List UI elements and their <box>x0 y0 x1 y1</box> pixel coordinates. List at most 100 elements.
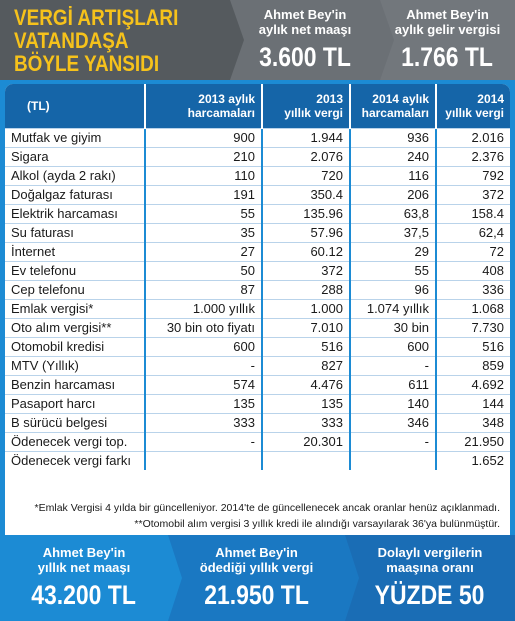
table-cell: 350.4 <box>261 184 350 204</box>
table-cell: 191 <box>144 184 262 204</box>
row-label: Elektrik harcaması <box>5 203 145 223</box>
chevron-arrow-icon <box>230 0 244 80</box>
chevron-arrow-icon <box>380 0 394 80</box>
row-label: Otomobil kredisi <box>5 336 145 356</box>
table-cell: 27 <box>144 241 262 261</box>
table-cell: 35 <box>144 222 262 242</box>
monthly-income-tax-label-1: Ahmet Bey'in <box>406 7 489 22</box>
table-cell: 55 <box>144 203 262 223</box>
table-cell: 1.652 <box>435 450 510 470</box>
monthly-income-tax-label-2: aylık gelir vergisi <box>394 22 501 37</box>
title-line-1: VERGİ ARTIŞLARI <box>14 4 179 30</box>
annual-net-salary-label-2: yıllık net maaşı <box>37 560 131 575</box>
table-cell: 72 <box>435 241 510 261</box>
table-cell: 4.476 <box>261 374 350 394</box>
table-cell: 62,4 <box>435 222 510 242</box>
table-cell: 859 <box>435 355 510 375</box>
annual-net-salary-label-1: Ahmet Bey'in <box>42 545 126 560</box>
table-cell: 1.074 yıllık <box>349 298 436 318</box>
table-cell: 611 <box>349 374 436 394</box>
indirect-tax-ratio-label-1: Dolaylı vergilerin <box>377 545 483 560</box>
table-cell: 600 <box>349 336 436 356</box>
monthly-income-tax-box: Ahmet Bey'in aylık gelir vergisi 1.766 T… <box>380 0 515 80</box>
indirect-tax-ratio-value: YÜZDE 50 <box>375 580 485 610</box>
table-cell: 60.12 <box>261 241 350 261</box>
table-cell: 63,8 <box>349 203 436 223</box>
table-cell: 158.4 <box>435 203 510 223</box>
table-cell: 240 <box>349 146 436 166</box>
table-row: Elektrik harcaması 55 135.96 63,8 158.4 <box>5 203 510 223</box>
table-cell: 574 <box>144 374 262 394</box>
table-cell: - <box>144 431 262 451</box>
row-label: MTV (Yıllık) <box>5 355 145 375</box>
table-cell: 288 <box>261 279 350 299</box>
table-cell: 1.000 <box>261 298 350 318</box>
table-cell: 116 <box>349 165 436 185</box>
indirect-tax-ratio-label-2: maaşına oranı <box>386 560 474 575</box>
table-row: Ödenecek vergi farkı 1.652 <box>5 450 510 470</box>
table-cell: 333 <box>144 412 262 432</box>
monthly-net-salary-label-1: Ahmet Bey'in <box>263 7 347 22</box>
row-label: Su faturası <box>5 222 145 242</box>
table-cell: 50 <box>144 260 262 280</box>
footnote-property-tax: *Emlak Vergisi 4 yılda bir güncelleniyor… <box>34 502 500 514</box>
table-cell: 1.068 <box>435 298 510 318</box>
table-cell: 135.96 <box>261 203 350 223</box>
annual-tax-paid-value: 21.950 TL <box>204 580 309 610</box>
annual-net-salary-value: 43.200 TL <box>31 580 137 610</box>
table-row: MTV (Yıllık) -827-859 <box>5 355 510 375</box>
table-cell: - <box>349 431 436 451</box>
table-row: Su faturası 35 57.96 37,5 62,4 <box>5 222 510 242</box>
table-cell: 372 <box>261 260 350 280</box>
table-cell: 1.000 yıllık <box>144 298 262 318</box>
annual-net-salary-box: Ahmet Bey'in yıllık net maaşı 43.200 TL <box>0 535 168 621</box>
table-cell: 29 <box>349 241 436 261</box>
table-row: Sigara 210 2.076 240 2.376 <box>5 146 510 166</box>
column-header-unit: (TL) <box>5 84 145 128</box>
chevron-arrow-icon <box>168 535 182 621</box>
table-cell: 720 <box>261 165 350 185</box>
table-cell: 37,5 <box>349 222 436 242</box>
table-cell: 936 <box>349 127 436 147</box>
title-line-3: BÖYLE YANSIDI <box>14 50 160 76</box>
table-row: Cep telefonu 87 288 96 336 <box>5 279 510 299</box>
table-cell: 21.950 <box>435 431 510 451</box>
table-cell: 30 bin oto fiyatı <box>144 317 262 337</box>
top-header: VERGİ ARTIŞLARI VATANDAŞA BÖYLE YANSIDI … <box>0 0 515 80</box>
table-cell: 346 <box>349 412 436 432</box>
annual-tax-paid-box: Ahmet Bey'in ödediği yıllık vergi 21.950… <box>168 535 345 621</box>
table-body: Mutfak ve giyim 900 1.944 936 2.016 Sigara 210… <box>5 127 510 470</box>
row-label: Doğalgaz faturası <box>5 184 145 204</box>
table-row: Alkol (ayda 2 rakı) 110 720 116 792 <box>5 165 510 185</box>
row-label: Emlak vergisi* <box>5 298 145 318</box>
indirect-tax-ratio-box: Dolaylı vergilerin maaşına oranı YÜZDE 5… <box>345 535 515 621</box>
table-cell: 336 <box>435 279 510 299</box>
table-cell: 87 <box>144 279 262 299</box>
table-cell: 2.016 <box>435 127 510 147</box>
table-header-row: (TL) 2013 aylık harcamaları 2013 yıllık ve… <box>5 84 510 128</box>
table-cell <box>144 450 262 470</box>
table-cell: 516 <box>435 336 510 356</box>
row-label: Ödenecek vergi top. <box>5 431 145 451</box>
tax-table-inner: (TL) 2013 aylık harcamaları 2013 yıllık ve… <box>5 84 510 535</box>
table-cell: 333 <box>261 412 350 432</box>
table-cell: 516 <box>261 336 350 356</box>
footnote-car-purchase-tax: **Otomobil alım vergisi 3 yıllık kredi i… <box>134 518 500 530</box>
table-cell: 1.944 <box>261 127 350 147</box>
table-row: B sürücü belgesi 333 333 346 348 <box>5 412 510 432</box>
monthly-net-salary-box: Ahmet Bey'in aylık net maaşı 3.600 TL <box>230 0 380 80</box>
row-label: Mutfak ve giyim <box>5 127 145 147</box>
table-cell: 30 bin <box>349 317 436 337</box>
column-header-2013-spending: 2013 aylık harcamaları <box>144 84 262 128</box>
table-cell: 348 <box>435 412 510 432</box>
table-cell: 55 <box>349 260 436 280</box>
table-cell: 4.692 <box>435 374 510 394</box>
table-row: Ev telefonu 50 372 55 408 <box>5 260 510 280</box>
bottom-summary: Ahmet Bey'in yıllık net maaşı 43.200 TL … <box>0 535 515 621</box>
table-row: Doğalgaz faturası 191 350.4 206 372 <box>5 184 510 204</box>
table-cell: 110 <box>144 165 262 185</box>
table-row: Emlak vergisi* 1.000 yıllık 1.000 1.074 yıl… <box>5 298 510 318</box>
annual-tax-paid-label-1: Ahmet Bey'in <box>215 545 298 560</box>
table-row: Otomobil kredisi 600 516 600 516 <box>5 336 510 356</box>
row-label: Sigara <box>5 146 145 166</box>
